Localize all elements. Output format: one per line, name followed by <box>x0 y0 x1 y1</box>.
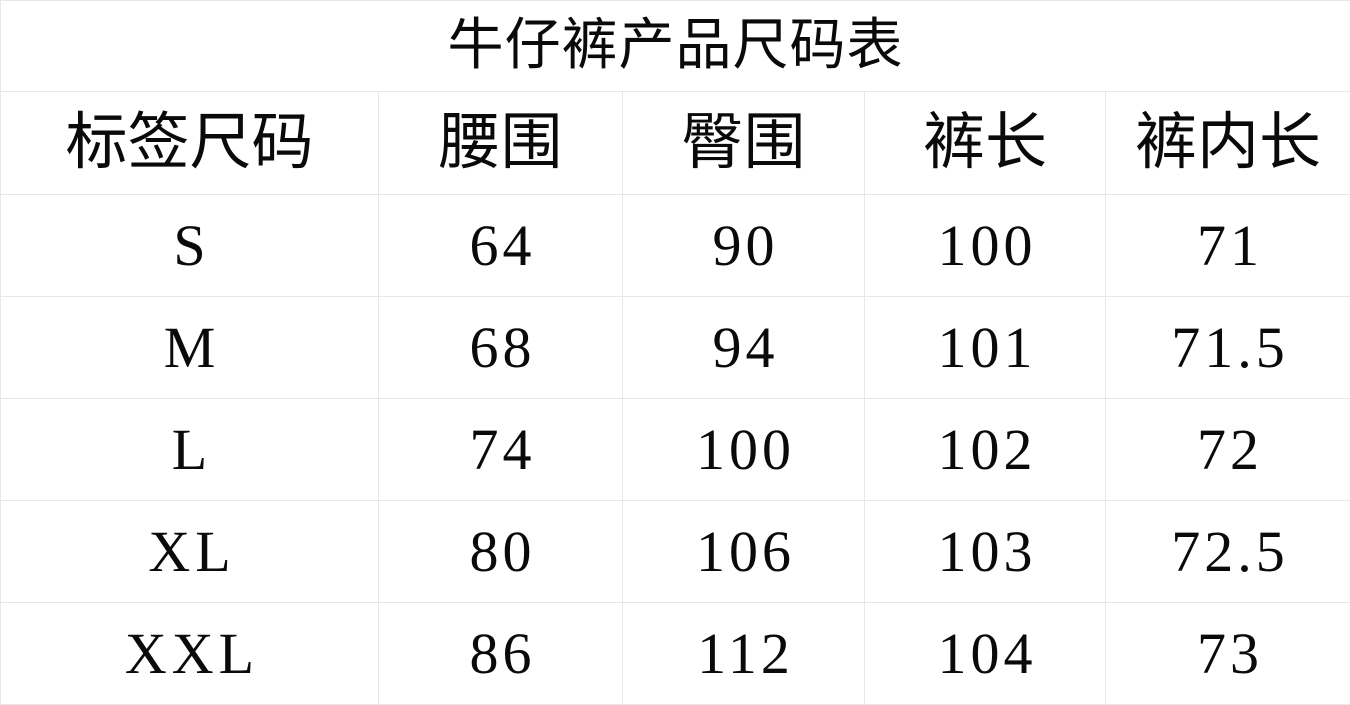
cell-waist: 64 <box>379 195 623 297</box>
cell-inseam: 73 <box>1106 603 1350 705</box>
cell-pant-length: 102 <box>865 399 1106 501</box>
cell-size: XXL <box>1 603 379 705</box>
cell-waist: 74 <box>379 399 623 501</box>
cell-pant-length: 103 <box>865 501 1106 603</box>
cell-hip: 94 <box>623 297 865 399</box>
column-header-size-label: 标签尺码 <box>1 92 379 195</box>
table-title: 牛仔裤产品尺码表 <box>1 1 1350 92</box>
column-header-hip: 臀围 <box>623 92 865 195</box>
column-header-inseam: 裤内长 <box>1106 92 1350 195</box>
cell-inseam: 72 <box>1106 399 1350 501</box>
title-row: 牛仔裤产品尺码表 <box>1 1 1350 92</box>
cell-waist: 86 <box>379 603 623 705</box>
column-header-pant-length: 裤长 <box>865 92 1106 195</box>
cell-inseam: 72.5 <box>1106 501 1350 603</box>
cell-size: XL <box>1 501 379 603</box>
cell-pant-length: 100 <box>865 195 1106 297</box>
cell-inseam: 71 <box>1106 195 1350 297</box>
table-row: XXL 86 112 104 73 <box>1 603 1350 705</box>
table-row: M 68 94 101 71.5 <box>1 297 1350 399</box>
table-row: S 64 90 100 71 <box>1 195 1350 297</box>
table-row: L 74 100 102 72 <box>1 399 1350 501</box>
cell-hip: 106 <box>623 501 865 603</box>
cell-size: S <box>1 195 379 297</box>
cell-size: M <box>1 297 379 399</box>
table-row: XL 80 106 103 72.5 <box>1 501 1350 603</box>
header-row: 标签尺码 腰围 臀围 裤长 裤内长 <box>1 92 1350 195</box>
cell-pant-length: 101 <box>865 297 1106 399</box>
cell-hip: 90 <box>623 195 865 297</box>
cell-inseam: 71.5 <box>1106 297 1350 399</box>
cell-waist: 68 <box>379 297 623 399</box>
cell-hip: 112 <box>623 603 865 705</box>
cell-size: L <box>1 399 379 501</box>
cell-pant-length: 104 <box>865 603 1106 705</box>
cell-waist: 80 <box>379 501 623 603</box>
column-header-waist: 腰围 <box>379 92 623 195</box>
cell-hip: 100 <box>623 399 865 501</box>
